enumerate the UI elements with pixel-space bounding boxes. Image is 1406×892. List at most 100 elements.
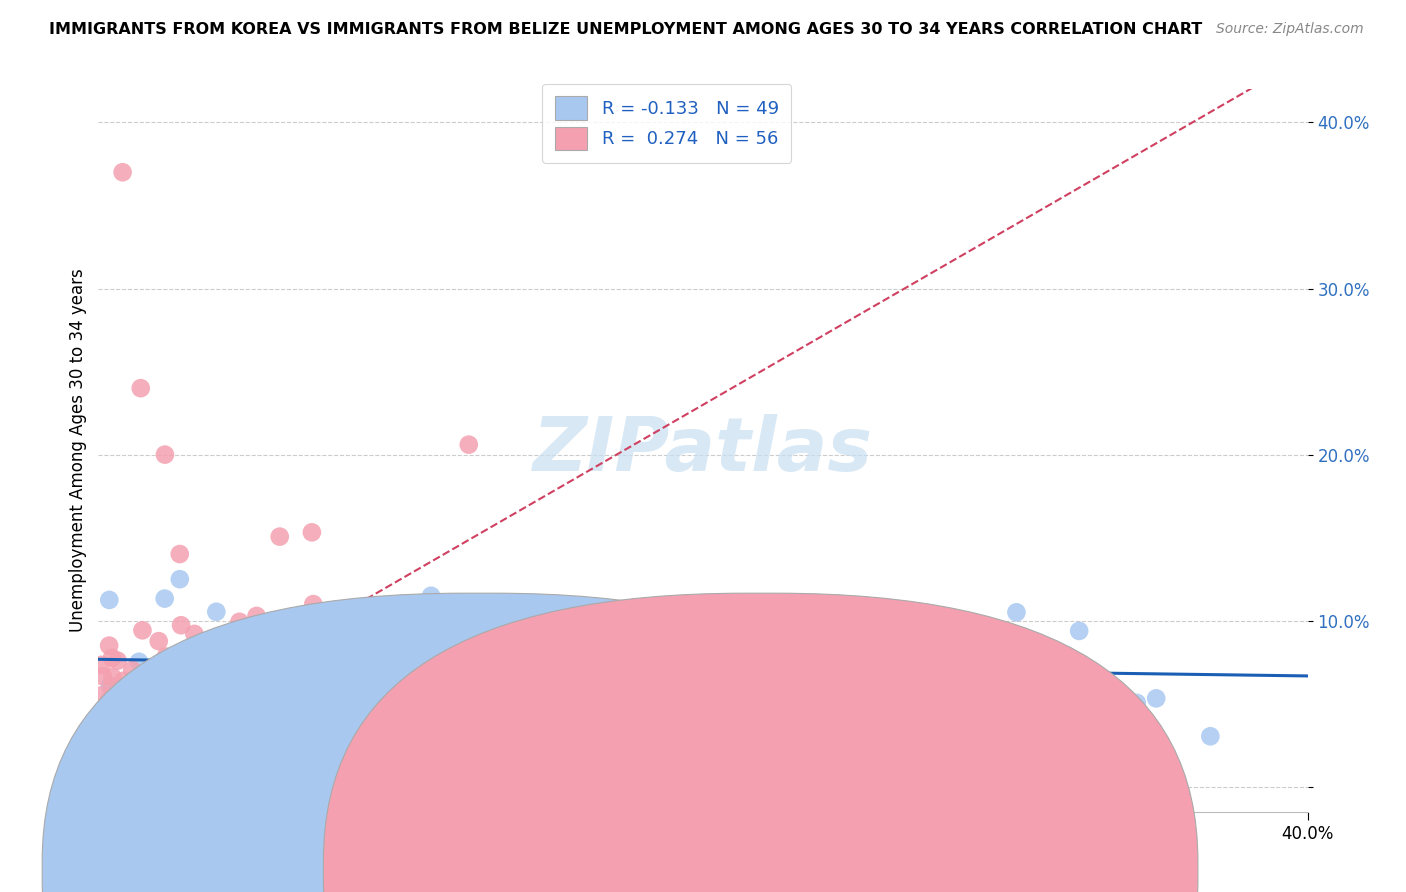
Point — [170, 618, 193, 632]
Point — [520, 607, 543, 621]
Point — [90, 774, 112, 789]
Point — [163, 654, 186, 668]
Point — [100, 745, 122, 759]
Point — [131, 624, 153, 638]
Point — [112, 673, 135, 688]
Text: Immigrants from Belize: Immigrants from Belize — [780, 861, 974, 879]
Point — [90, 657, 112, 672]
Point — [148, 634, 170, 648]
Point — [145, 729, 167, 743]
Text: Source: ZipAtlas.com: Source: ZipAtlas.com — [1216, 22, 1364, 37]
Point — [404, 707, 426, 722]
Point — [129, 381, 152, 395]
Point — [284, 652, 307, 666]
Point — [1021, 702, 1043, 716]
Point — [169, 572, 191, 586]
Point — [208, 660, 231, 674]
Point — [221, 636, 243, 650]
Point — [98, 639, 121, 653]
Point — [1024, 635, 1046, 649]
Point — [689, 614, 711, 628]
Point — [97, 758, 120, 772]
Text: IMMIGRANTS FROM KOREA VS IMMIGRANTS FROM BELIZE UNEMPLOYMENT AMONG AGES 30 TO 34: IMMIGRANTS FROM KOREA VS IMMIGRANTS FROM… — [49, 22, 1202, 37]
Point — [966, 651, 988, 665]
Point — [1126, 696, 1149, 710]
Point — [205, 605, 228, 619]
Point — [367, 601, 389, 615]
Legend: R = -0.133   N = 49, R =  0.274   N = 56: R = -0.133 N = 49, R = 0.274 N = 56 — [543, 84, 792, 162]
Text: ZIPatlas: ZIPatlas — [533, 414, 873, 487]
Point — [183, 627, 205, 641]
Point — [101, 670, 124, 684]
Point — [153, 591, 176, 606]
Point — [375, 693, 398, 707]
Point — [101, 721, 124, 735]
Point — [259, 723, 281, 738]
Point — [90, 700, 112, 714]
Point — [526, 669, 548, 683]
Point — [169, 547, 191, 561]
Point — [513, 698, 536, 713]
Point — [152, 707, 174, 722]
Point — [603, 767, 626, 781]
Point — [93, 734, 115, 748]
Point — [1069, 624, 1091, 638]
Point — [988, 667, 1011, 681]
Point — [90, 715, 112, 730]
Point — [163, 658, 186, 673]
Point — [208, 657, 231, 671]
Point — [302, 678, 325, 692]
Point — [91, 669, 114, 683]
Point — [513, 671, 536, 685]
Point — [98, 693, 121, 707]
Point — [157, 706, 180, 721]
Point — [952, 679, 974, 693]
Point — [212, 681, 235, 696]
Point — [146, 714, 169, 728]
Point — [325, 619, 347, 633]
Point — [420, 589, 443, 603]
Point — [685, 661, 707, 675]
Point — [104, 753, 127, 767]
Point — [118, 721, 141, 735]
Point — [90, 689, 112, 703]
Point — [221, 633, 243, 648]
Point — [682, 647, 704, 661]
Point — [108, 728, 131, 742]
Point — [202, 656, 225, 670]
Point — [246, 672, 269, 686]
Point — [457, 437, 479, 451]
Point — [651, 632, 673, 646]
Point — [190, 674, 212, 689]
Point — [914, 645, 936, 659]
Point — [98, 679, 121, 693]
Point — [794, 649, 817, 664]
Point — [353, 635, 375, 649]
Point — [153, 448, 176, 462]
Point — [742, 646, 765, 660]
Point — [235, 756, 257, 770]
Point — [654, 657, 676, 671]
Point — [134, 670, 156, 684]
Point — [101, 651, 124, 665]
Point — [1144, 691, 1167, 706]
Point — [768, 750, 790, 764]
Point — [98, 593, 121, 607]
Point — [228, 615, 250, 629]
Point — [111, 165, 134, 179]
Y-axis label: Unemployment Among Ages 30 to 34 years: Unemployment Among Ages 30 to 34 years — [69, 268, 87, 632]
Point — [90, 706, 112, 721]
Point — [1101, 697, 1123, 711]
Point — [121, 663, 143, 677]
Point — [128, 655, 150, 669]
Point — [278, 682, 301, 697]
Point — [269, 530, 291, 544]
Point — [235, 669, 257, 683]
Point — [302, 597, 325, 611]
Point — [111, 713, 134, 727]
Point — [197, 700, 219, 714]
Point — [212, 651, 235, 665]
Point — [246, 608, 269, 623]
Point — [101, 680, 124, 694]
Point — [143, 737, 166, 751]
